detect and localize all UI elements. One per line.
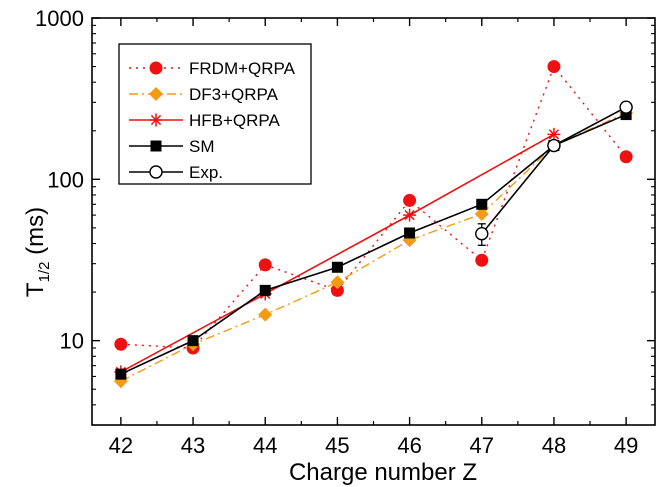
data-point <box>258 307 273 322</box>
asterisk-stroke <box>150 114 162 126</box>
legend-marker <box>149 165 163 179</box>
legend-entry: SM <box>129 137 215 156</box>
data-point <box>403 208 417 222</box>
data-point <box>258 258 272 272</box>
data-point <box>187 335 199 347</box>
x-tick-label: 49 <box>614 433 638 458</box>
legend-marker <box>149 87 163 101</box>
data-point <box>475 253 489 267</box>
y-axis-title-subscript: 1/2 <box>36 262 53 283</box>
legend-entry: DF3+QRPA <box>129 85 279 104</box>
legend-label: HFB+QRPA <box>189 111 281 130</box>
data-point <box>259 284 271 296</box>
data-point <box>547 127 561 141</box>
series-exp- <box>475 100 633 246</box>
y-axis: 10 100 1000 <box>35 6 655 426</box>
data-point <box>331 261 343 273</box>
data-point <box>547 138 561 153</box>
legend-label: DF3+QRPA <box>189 85 279 104</box>
series-line <box>120 113 627 375</box>
data-point <box>403 193 417 207</box>
y-axis-title-unit: (ms) <box>22 207 49 262</box>
series-line <box>120 65 627 349</box>
series-sm <box>115 109 632 380</box>
legend-label: SM <box>189 137 215 156</box>
y-tick-label: 100 <box>47 167 84 192</box>
legend-entry: FRDM+QRPA <box>129 59 296 78</box>
series-frdm-qrpa <box>114 60 633 355</box>
legend-label: Exp. <box>189 163 223 182</box>
data-point <box>115 368 127 380</box>
x-tick-label: 47 <box>470 433 494 458</box>
data-point <box>619 100 633 114</box>
x-axis-title: Charge number Z <box>289 459 477 486</box>
legend-marker <box>150 140 162 152</box>
data-point <box>547 60 561 74</box>
y-axis-title: T1/2 (ms) <box>22 207 53 297</box>
legend-entry: HFB+QRPA <box>129 111 281 130</box>
data-point <box>404 227 416 239</box>
x-tick-label: 46 <box>397 433 421 458</box>
y-tick-label: 10 <box>60 329 84 354</box>
x-tick-label: 45 <box>325 433 349 458</box>
data-point <box>620 109 632 121</box>
x-tick-label: 42 <box>109 433 133 458</box>
data-point <box>474 206 489 221</box>
y-tick-label: 1000 <box>35 6 84 31</box>
data-point <box>330 275 345 290</box>
asterisk-stroke <box>548 129 560 140</box>
x-tick-label: 43 <box>181 433 205 458</box>
legend-label: FRDM+QRPA <box>189 59 296 78</box>
legend-marker <box>149 113 163 127</box>
y-axis-title-main: T <box>22 282 49 297</box>
data-point <box>475 227 489 241</box>
data-point <box>114 337 128 351</box>
legend-entry: Exp. <box>129 163 223 182</box>
x-tick-label: 44 <box>253 433 277 458</box>
series-line <box>120 112 627 382</box>
legend: FRDM+QRPA DF3+QRPA HFB+QRPA SM Exp. <box>118 43 312 185</box>
x-axis: 42 43 44 45 46 47 48 49 <box>109 18 638 458</box>
data-point <box>476 198 488 210</box>
series-layer <box>113 60 634 389</box>
asterisk-stroke <box>404 209 415 221</box>
x-tick-label: 48 <box>542 433 566 458</box>
series-line <box>120 133 555 373</box>
series-line <box>481 106 627 235</box>
data-point <box>619 150 633 164</box>
legend-marker <box>149 61 163 75</box>
